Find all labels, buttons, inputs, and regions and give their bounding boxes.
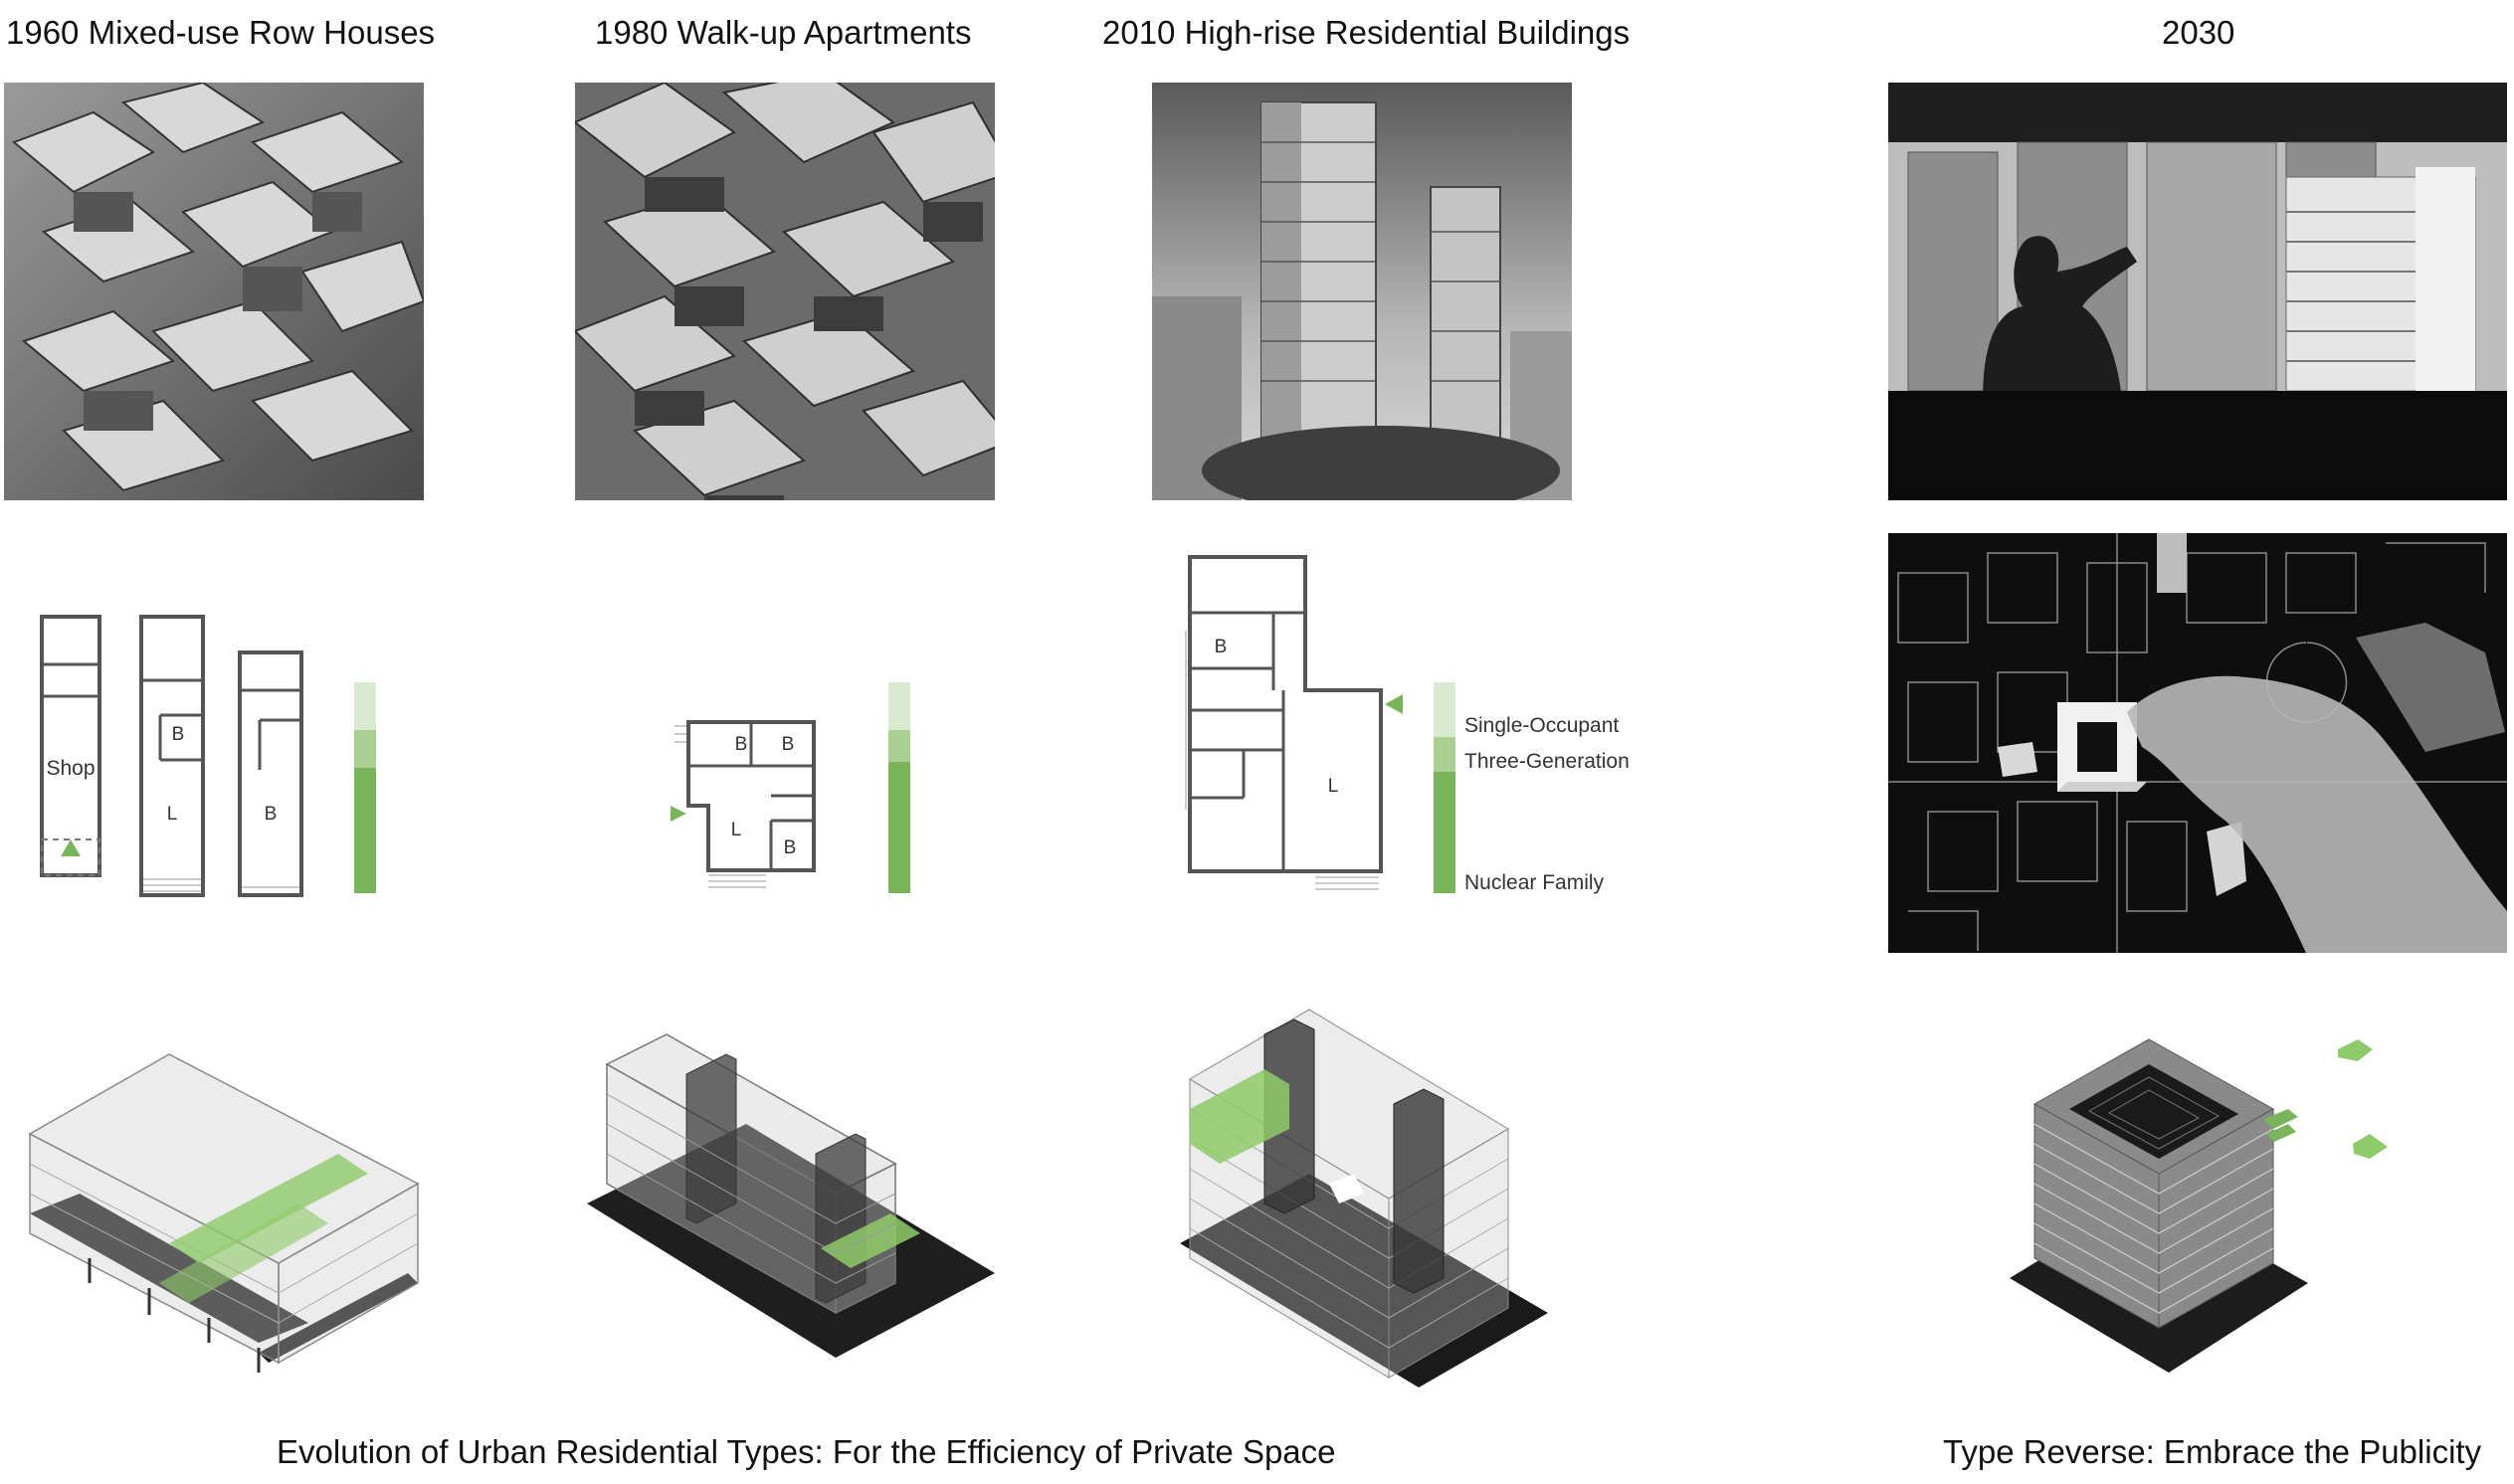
caption-type-reverse: Type Reverse: Embrace the Publicity	[1943, 1433, 2482, 1470]
household-bar-2010	[1434, 682, 1455, 893]
bar-single-occupant	[354, 682, 376, 730]
entrance-arrow-icon	[671, 806, 686, 822]
bar-nuclear-family	[888, 762, 910, 893]
highrise-towers-photo	[1152, 83, 1572, 500]
title-1960: 1960 Mixed-use Row Houses	[6, 14, 436, 51]
isometric-model-1980	[577, 1015, 995, 1402]
bar-three-generation	[888, 730, 910, 762]
bar-single-occupant	[1434, 682, 1455, 737]
title-2030: 2030	[2162, 14, 2235, 51]
bedroom-label: B	[782, 734, 795, 755]
bar-nuclear-family	[354, 768, 376, 893]
living-label: L	[167, 804, 178, 825]
bar-single-occupant	[888, 682, 910, 730]
bedroom-label: B	[172, 724, 185, 745]
bedroom-label: B	[265, 804, 278, 825]
isometric-model-2030	[2000, 1029, 2398, 1397]
bedroom-label: B	[784, 837, 797, 858]
living-label: L	[731, 820, 742, 840]
plan-1960: Shop B L B	[36, 611, 384, 899]
entrance-arrow-icon	[1385, 694, 1403, 714]
caption-evolution: Evolution of Urban Residential Types: Fo…	[277, 1433, 1336, 1470]
legend-nuclear-family: Nuclear Family	[1464, 871, 1605, 894]
hand-placing-block-on-map-photo	[1888, 533, 2507, 953]
entrance-arrow-icon	[61, 839, 81, 856]
legend-three-generation: Three-Generation	[1464, 750, 1630, 773]
aerial-walkup-apartments-photo	[575, 83, 995, 500]
household-bar-1960	[354, 682, 376, 893]
bar-three-generation	[1434, 737, 1455, 772]
legend-single-occupant: Single-Occupant	[1464, 714, 1620, 737]
aerial-row-houses-photo	[4, 83, 424, 500]
isometric-model-1960	[20, 1044, 438, 1392]
isometric-model-2010	[1180, 980, 1558, 1402]
title-2010: 2010 High-rise Residential Buildings	[1102, 14, 1631, 51]
bar-nuclear-family	[1434, 772, 1455, 893]
plan-1980: B B L B	[667, 716, 826, 895]
title-1980: 1980 Walk-up Apartments	[595, 14, 972, 51]
bedroom-label: B	[1215, 637, 1228, 657]
city-view-silhouette-photo	[1888, 83, 2507, 500]
household-bar-1980	[888, 682, 910, 893]
bar-three-generation	[354, 730, 376, 768]
shop-label: Shop	[46, 757, 95, 780]
bedroom-label: B	[735, 734, 748, 755]
living-label: L	[1328, 776, 1339, 797]
plan-2010: B L	[1184, 551, 1403, 899]
